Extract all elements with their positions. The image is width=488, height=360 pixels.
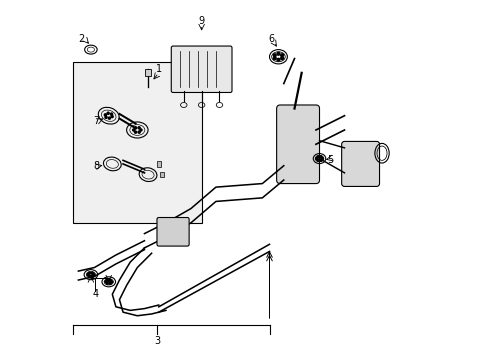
Circle shape [138,131,140,133]
Circle shape [319,156,322,158]
Text: 1: 1 [155,64,162,74]
Circle shape [138,127,140,129]
Circle shape [111,116,113,118]
Circle shape [280,57,283,60]
Circle shape [280,54,283,57]
Circle shape [105,116,107,118]
Bar [145,69,151,76]
Bar [73,62,201,223]
FancyBboxPatch shape [171,46,231,93]
Circle shape [276,52,279,55]
Circle shape [110,281,112,283]
Circle shape [319,159,322,161]
Circle shape [316,156,319,158]
Text: 9: 9 [198,16,204,26]
Circle shape [107,112,109,114]
Circle shape [93,274,95,276]
Text: 7: 7 [93,116,99,126]
Circle shape [276,58,279,61]
Bar [156,161,161,167]
Circle shape [87,274,89,276]
Circle shape [134,131,136,133]
Circle shape [321,157,323,159]
Circle shape [108,117,110,119]
Circle shape [109,279,111,282]
Circle shape [316,159,319,161]
FancyBboxPatch shape [157,217,189,246]
FancyBboxPatch shape [276,105,319,184]
Bar [160,172,164,177]
Circle shape [273,57,276,60]
Circle shape [140,129,142,131]
FancyBboxPatch shape [341,141,379,186]
Circle shape [91,275,93,277]
Circle shape [132,129,135,131]
Text: 3: 3 [154,336,160,346]
Circle shape [315,157,317,159]
Circle shape [104,281,107,283]
Circle shape [106,282,108,284]
Circle shape [109,282,111,284]
Circle shape [88,275,90,277]
Circle shape [110,113,112,115]
Circle shape [273,54,276,57]
Text: 5: 5 [326,156,333,165]
Text: 8: 8 [93,161,99,171]
Circle shape [91,272,93,274]
Circle shape [88,272,90,274]
Circle shape [134,127,136,129]
Circle shape [106,279,108,282]
Circle shape [104,114,106,116]
Text: 4: 4 [92,289,98,299]
Text: 2: 2 [78,34,84,44]
Text: 6: 6 [268,34,274,44]
